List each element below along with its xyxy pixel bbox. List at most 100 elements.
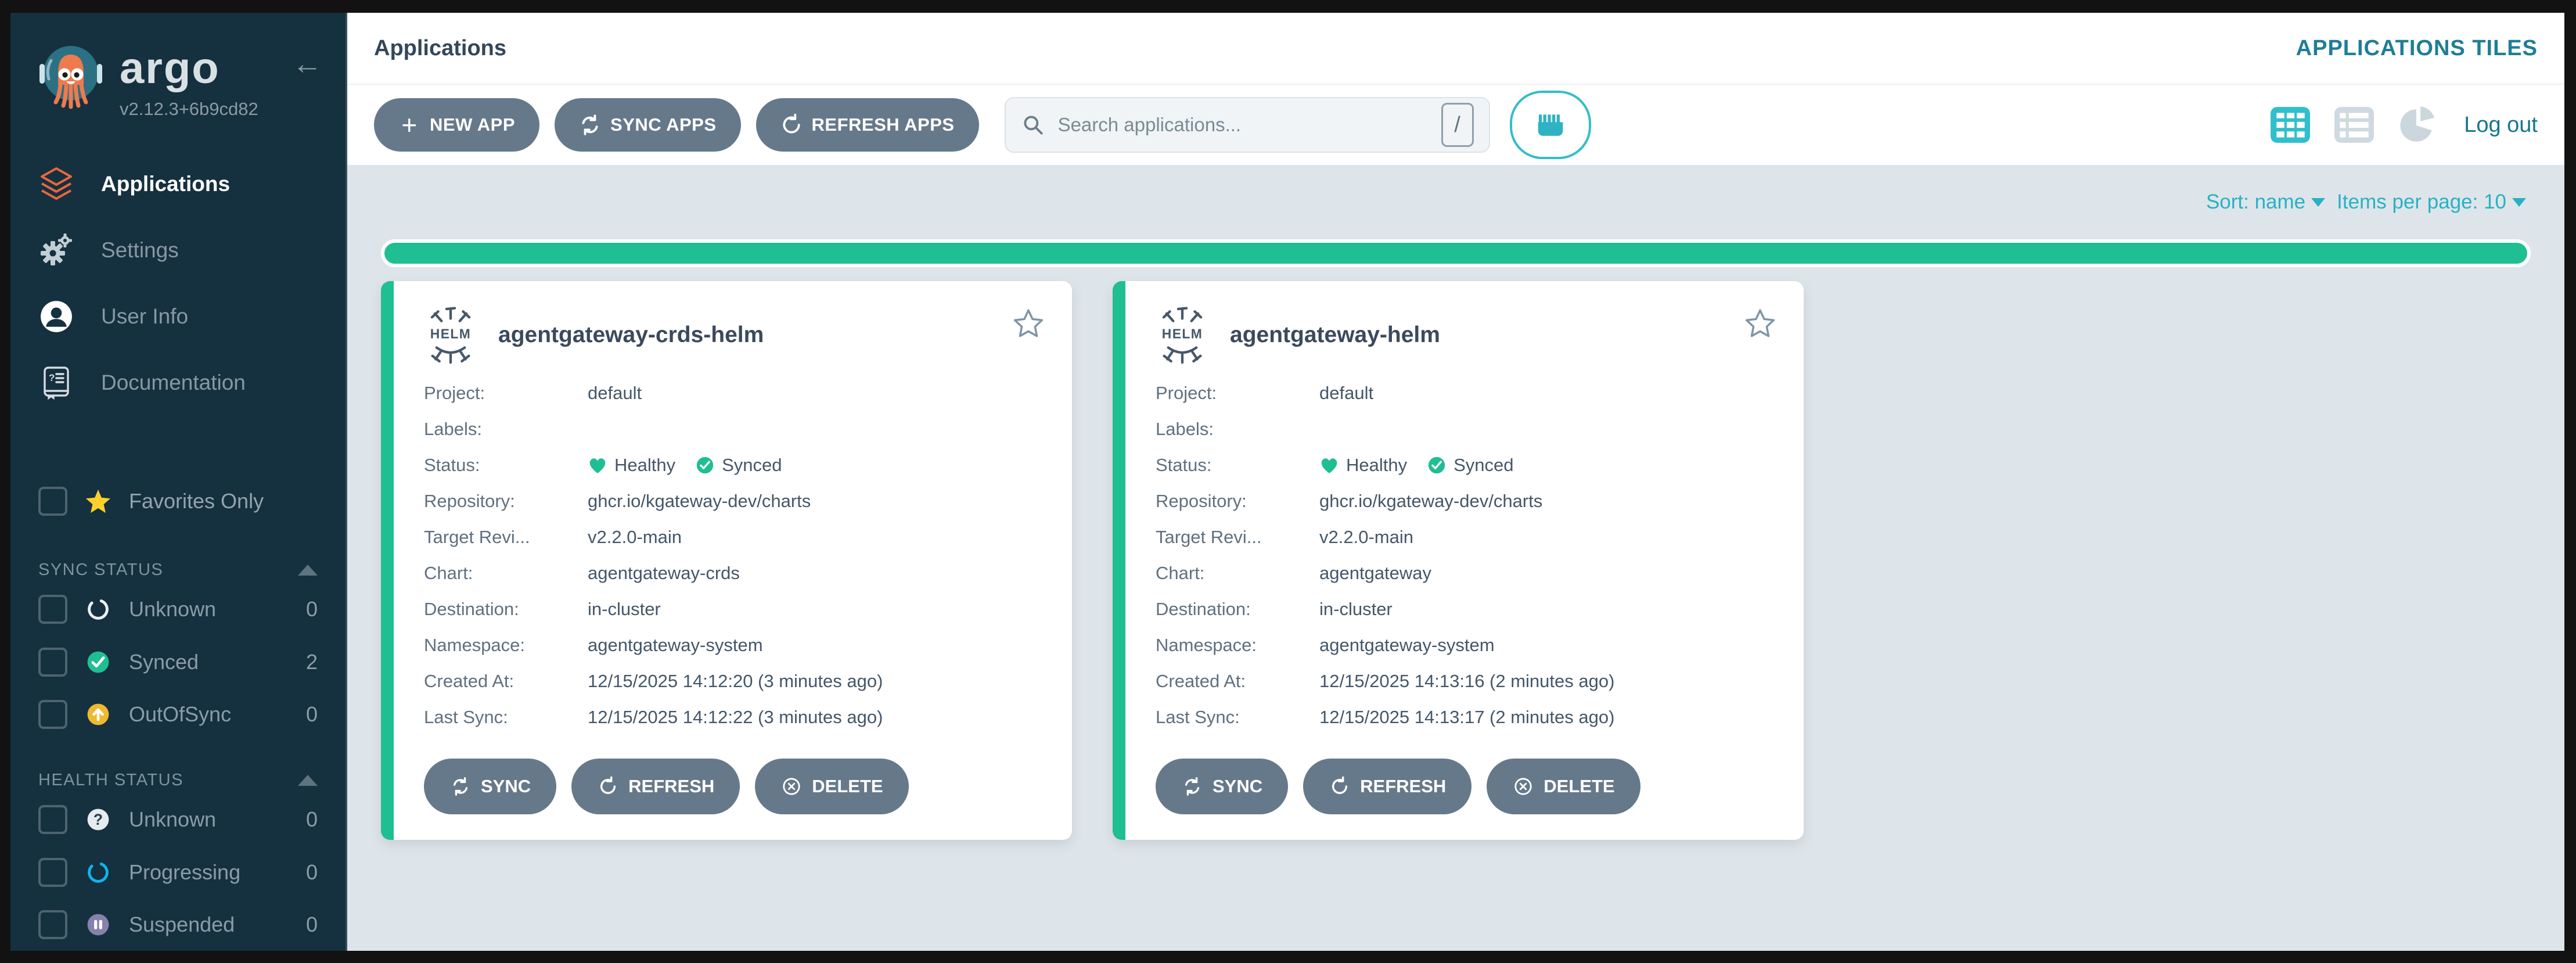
card-fields: Project: default Labels: Status: Healthy …	[424, 375, 1046, 735]
filter-count: 0	[305, 860, 318, 884]
card-sync-button[interactable]: SYNC	[1156, 759, 1289, 814]
card-refresh-button[interactable]: REFRESH	[1303, 759, 1472, 814]
sidebar-item-label: User Info	[101, 304, 189, 328]
application-card[interactable]: HELM agentgateway-crds-helm Project: defa…	[381, 281, 1072, 840]
field-label: Chart:	[1156, 563, 1205, 583]
field-chart: Chart: agentgateway	[1156, 555, 1778, 591]
application-card[interactable]: HELM agentgateway-helm Project: default L…	[1113, 281, 1804, 840]
card-delete-label: DELETE	[1544, 776, 1615, 796]
x-circle-icon	[1512, 775, 1534, 797]
heart-healthy-icon	[589, 458, 606, 473]
card-actions: SYNC REFRESH DELETE	[1156, 759, 1778, 814]
tiles-view-button[interactable]	[2270, 106, 2311, 143]
filter-toggle-button[interactable]	[1509, 91, 1591, 159]
filter-label: Progressing	[129, 860, 241, 884]
filter-count: 2	[305, 649, 318, 674]
field-value: agentgateway-crds	[588, 563, 740, 583]
sync-outofsync-checkbox[interactable]	[38, 700, 67, 730]
main-area: Applications APPLICATIONS TILES + NEW AP…	[347, 13, 2564, 951]
application-name[interactable]: agentgateway-helm	[1230, 322, 1440, 347]
field-value: agentgateway	[1319, 563, 1432, 583]
filter-label: Synced	[129, 649, 199, 674]
circle-notch-icon	[85, 596, 111, 623]
card-sync-button[interactable]: SYNC	[424, 759, 557, 814]
sidebar-item-documentation[interactable]: ? Documentation	[10, 350, 346, 416]
field-label: Namespace:	[424, 635, 526, 655]
field-value: default	[588, 383, 642, 403]
field-namespace: Namespace: agentgateway-system	[424, 627, 1046, 663]
sort-dropdown[interactable]: Sort: name	[2206, 191, 2330, 214]
grid-icon	[2271, 107, 2311, 143]
favorites-only-filter: Favorites Only	[10, 472, 346, 530]
card-refresh-label: REFRESH	[1360, 776, 1447, 796]
svg-text:HELM: HELM	[430, 326, 471, 342]
health-progressing-checkbox[interactable]	[38, 857, 67, 887]
field-value: 12/15/2025 14:12:22 (3 minutes ago)	[588, 707, 883, 727]
field-label: Labels:	[1156, 419, 1214, 439]
refresh-icon	[1329, 775, 1351, 797]
field-labels: Labels:	[424, 411, 1046, 447]
card-delete-button[interactable]: DELETE	[1487, 759, 1640, 814]
health-status-text: Healthy	[1346, 455, 1408, 475]
view-title[interactable]: APPLICATIONS TILES	[2296, 35, 2538, 60]
filter-health-unknown: ? Unknown 0	[10, 793, 346, 846]
field-label: Last Sync:	[424, 707, 508, 727]
check-circle-icon	[85, 649, 111, 675]
filter-count: 0	[305, 912, 318, 936]
new-app-button[interactable]: + NEW APP	[374, 98, 540, 152]
refresh-apps-button[interactable]: REFRESH APPS	[755, 98, 979, 152]
sync-apps-button[interactable]: SYNC APPS	[555, 98, 741, 152]
field-project: Project: default	[1156, 375, 1778, 411]
field-labels: Labels:	[1156, 411, 1778, 447]
field-repository: Repository: ghcr.io/kgateway-dev/charts	[1156, 483, 1778, 519]
brand-name: argo	[120, 44, 220, 93]
field-label: Target Revi...	[1156, 527, 1262, 547]
card-delete-button[interactable]: DELETE	[755, 759, 909, 814]
health-status-text: Healthy	[614, 455, 676, 475]
sidebar-item-user-info[interactable]: User Info	[10, 283, 346, 350]
filter-count: 0	[305, 807, 318, 832]
items-per-page-dropdown[interactable]: Items per page: 10	[2337, 191, 2531, 214]
sync-synced-checkbox[interactable]	[38, 647, 67, 677]
card-refresh-button[interactable]: REFRESH	[571, 759, 740, 814]
plus-icon: +	[401, 110, 418, 140]
refresh-apps-label: REFRESH APPS	[811, 114, 955, 135]
filter-count: 0	[305, 702, 318, 727]
summary-view-button[interactable]	[2398, 106, 2438, 143]
sidebar-item-applications[interactable]: Applications	[10, 151, 346, 217]
status-value: Healthy Synced	[588, 455, 782, 476]
sync-unknown-checkbox[interactable]	[38, 595, 67, 624]
sidebar-collapse-arrow-icon[interactable]: ←	[292, 47, 322, 81]
field-namespace: Namespace: agentgateway-system	[1156, 627, 1778, 663]
field-repository: Repository: ghcr.io/kgateway-dev/charts	[424, 483, 1046, 519]
sidebar-item-settings[interactable]: Settings	[10, 217, 346, 283]
logout-link[interactable]: Log out	[2464, 112, 2538, 137]
field-value: ghcr.io/kgateway-dev/charts	[588, 491, 811, 511]
pause-circle-icon	[85, 911, 111, 938]
field-value: 12/15/2025 14:13:16 (2 minutes ago)	[1319, 671, 1615, 691]
search-input[interactable]	[1056, 113, 1441, 136]
field-chart: Chart: agentgateway-crds	[424, 555, 1046, 591]
favorites-only-checkbox[interactable]	[38, 486, 67, 516]
list-view-button[interactable]	[2334, 106, 2374, 143]
favorite-star-icon[interactable]	[1012, 307, 1045, 340]
health-unknown-checkbox[interactable]	[38, 805, 67, 835]
comb-filter-icon	[1538, 114, 1563, 136]
list-settings-bar: Sort: name Items per page: 10	[381, 165, 2531, 239]
collapse-triangle-icon[interactable]	[298, 775, 318, 786]
card-sync-label: SYNC	[481, 776, 531, 796]
chevron-down-icon	[2512, 197, 2526, 207]
field-created-at: Created At: 12/15/2025 14:12:20 (3 minute…	[424, 663, 1046, 699]
status-value: Healthy Synced	[1319, 455, 1514, 476]
logo-row: argo v2.12.3+6b9cd82 ←	[10, 13, 346, 125]
favorite-star-icon[interactable]	[1743, 307, 1777, 340]
card-delete-label: DELETE	[812, 776, 883, 796]
field-label: Repository:	[1156, 491, 1247, 511]
health-suspended-checkbox[interactable]	[38, 910, 67, 939]
sync-progress-bar	[381, 239, 2531, 267]
field-destination: Destination: in-cluster	[1156, 591, 1778, 627]
card-fields: Project: default Labels: Status: Healthy …	[1156, 375, 1778, 735]
application-name[interactable]: agentgateway-crds-helm	[498, 322, 764, 347]
collapse-triangle-icon[interactable]	[298, 565, 318, 576]
health-status-title: HEALTH STATUS	[38, 771, 184, 790]
